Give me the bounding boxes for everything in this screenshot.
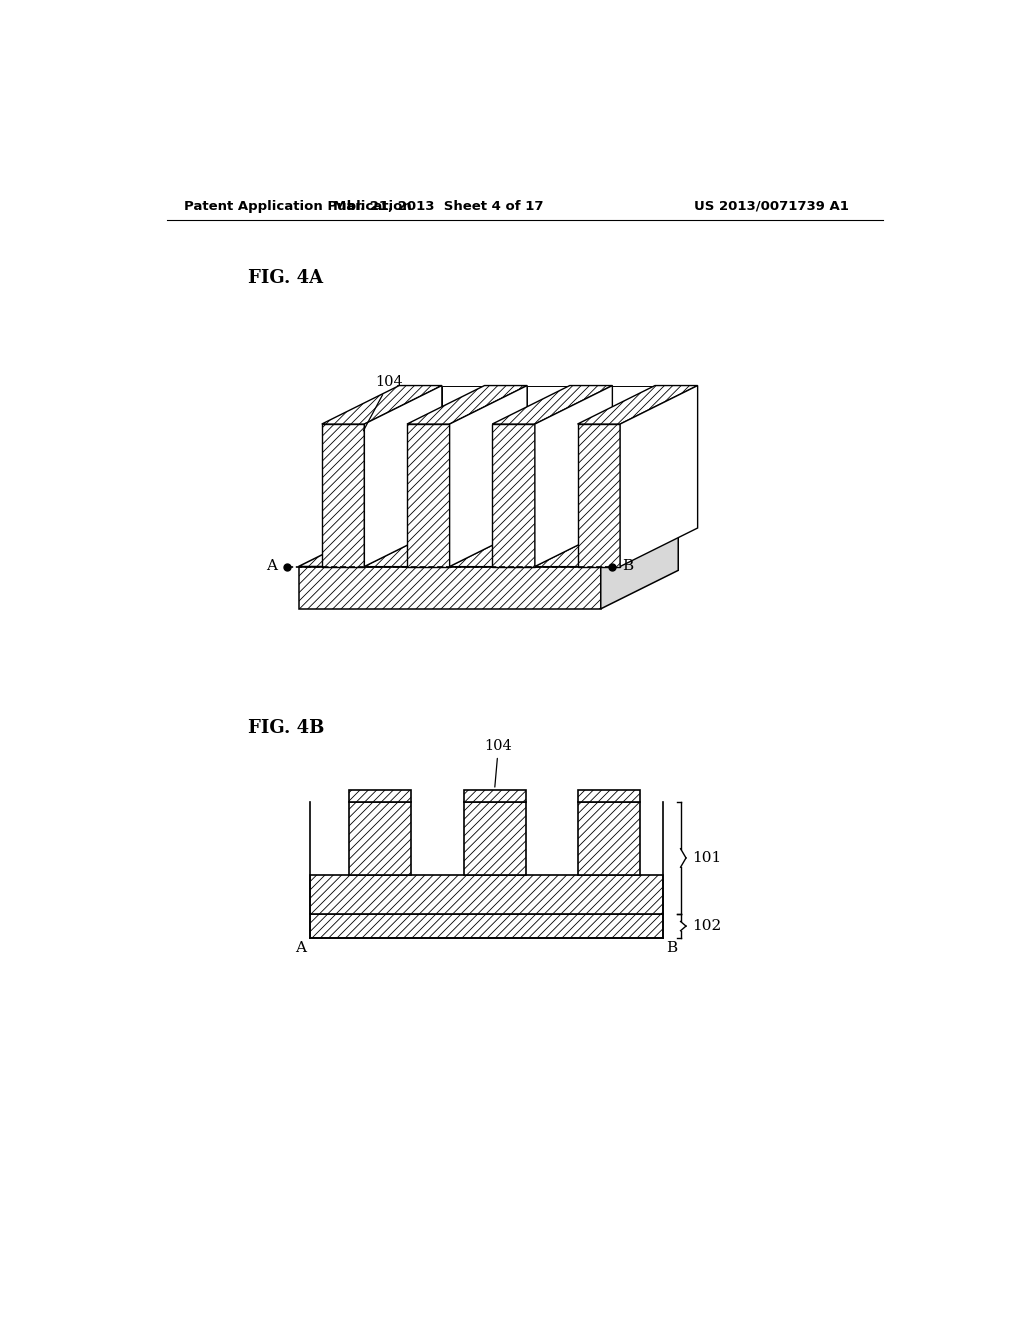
Polygon shape <box>493 424 535 566</box>
Polygon shape <box>621 385 697 566</box>
Polygon shape <box>578 385 697 424</box>
Polygon shape <box>601 528 678 609</box>
Text: FIG. 4B: FIG. 4B <box>248 719 325 737</box>
Polygon shape <box>310 913 663 939</box>
Polygon shape <box>349 789 411 803</box>
Text: 104: 104 <box>364 375 403 430</box>
Polygon shape <box>450 385 527 566</box>
Text: B: B <box>667 941 678 956</box>
Polygon shape <box>464 803 525 875</box>
Text: A: A <box>266 560 276 573</box>
Polygon shape <box>579 803 640 875</box>
Text: 101: 101 <box>692 851 722 865</box>
Polygon shape <box>322 424 365 566</box>
Text: Patent Application Publication: Patent Application Publication <box>183 199 412 213</box>
Polygon shape <box>464 789 525 803</box>
Text: Mar. 21, 2013  Sheet 4 of 17: Mar. 21, 2013 Sheet 4 of 17 <box>333 199 544 213</box>
Polygon shape <box>365 385 442 566</box>
Polygon shape <box>527 385 569 528</box>
Polygon shape <box>365 528 484 566</box>
Polygon shape <box>450 528 569 566</box>
Text: A: A <box>295 941 306 956</box>
Polygon shape <box>349 803 411 875</box>
Text: B: B <box>623 560 634 573</box>
Polygon shape <box>322 385 442 424</box>
Polygon shape <box>407 385 527 424</box>
Text: US 2013/0071739 A1: US 2013/0071739 A1 <box>693 199 849 213</box>
Polygon shape <box>442 385 484 528</box>
Polygon shape <box>299 566 601 609</box>
Polygon shape <box>299 528 678 566</box>
Polygon shape <box>310 875 663 913</box>
Polygon shape <box>579 789 640 803</box>
Polygon shape <box>493 385 612 424</box>
Text: 102: 102 <box>692 919 722 933</box>
Text: FIG. 4A: FIG. 4A <box>248 269 324 286</box>
Text: 104: 104 <box>484 739 512 787</box>
Polygon shape <box>578 424 621 566</box>
Polygon shape <box>535 385 612 566</box>
Polygon shape <box>612 385 655 528</box>
Polygon shape <box>535 528 655 566</box>
Polygon shape <box>407 424 450 566</box>
